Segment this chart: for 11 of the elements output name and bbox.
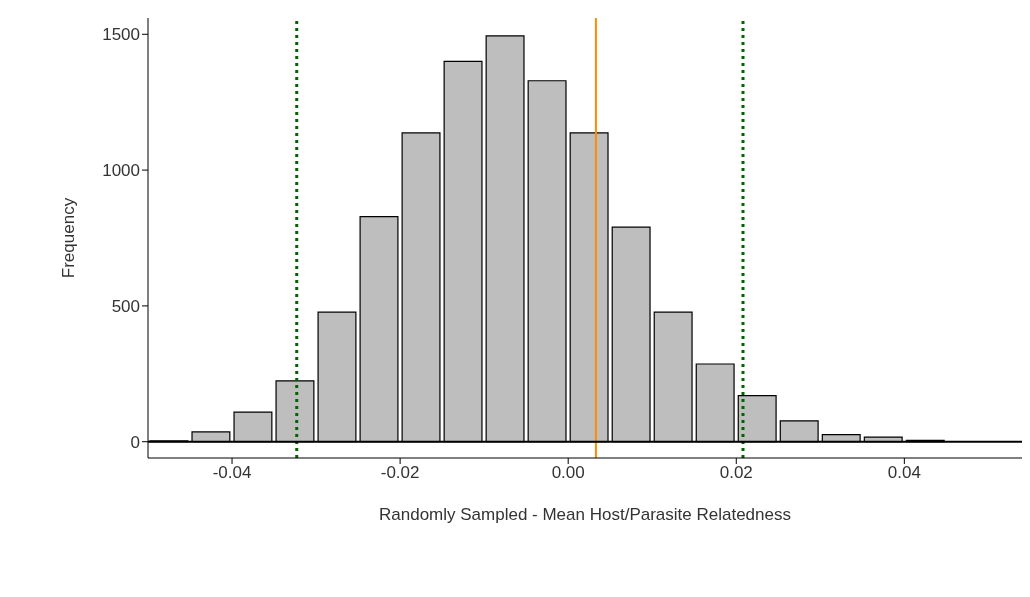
x-tick-label: 0.04 [887,463,921,483]
y-tick-label: 1000 [102,161,140,181]
y-axis-title: Frequency [59,197,79,279]
x-tick-label: -0.04 [212,463,252,483]
x-tick-label: 0.00 [551,463,585,483]
x-axis-title: Randomly Sampled - Mean Host/Parasite Relatedness [379,505,791,524]
y-tick-label: 0 [130,432,140,452]
x-tick-label: 0.02 [719,463,753,483]
x-tick-label: -0.02 [380,463,420,483]
y-tick-label: 1500 [102,25,140,45]
y-tick-label: 500 [111,296,140,316]
